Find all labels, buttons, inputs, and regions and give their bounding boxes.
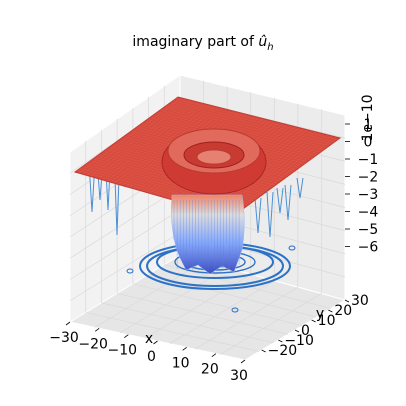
x-tick-label: 0 <box>147 349 156 365</box>
grid-line <box>148 273 317 318</box>
y-tick-label: 20 <box>334 303 352 319</box>
z-tick-label: −2 <box>358 170 379 186</box>
grid-line <box>69 232 181 302</box>
spike <box>276 187 284 214</box>
grid-line <box>69 209 181 280</box>
grid-line <box>69 187 181 259</box>
y-tick-mark <box>278 339 283 343</box>
z-tick-label: 1 <box>364 117 373 133</box>
y-tick-label: −20 <box>268 343 298 359</box>
x-tick-label: 30 <box>230 368 248 384</box>
x-tick-mark <box>240 359 246 364</box>
well-body <box>171 194 245 275</box>
z-tick-label: −3 <box>358 187 379 203</box>
grid-line <box>194 286 299 350</box>
y-tick-mark <box>344 299 350 303</box>
x-tick-mark <box>65 321 71 326</box>
z-offset-text: 1e−10 <box>360 94 376 141</box>
contour-dot <box>126 268 134 274</box>
grid-line <box>101 302 274 344</box>
x-tick-mark <box>211 353 217 357</box>
mesh-line <box>175 98 338 141</box>
chart-title-base: imaginary part of <box>132 34 258 50</box>
contour-dot <box>231 307 239 313</box>
x-tick-label: −10 <box>108 343 138 359</box>
spike <box>284 184 292 221</box>
spike <box>88 161 96 213</box>
mesh-line <box>227 136 337 217</box>
grid-line <box>219 293 322 355</box>
x-axis-label: x <box>145 331 153 347</box>
x-tick-label: −20 <box>78 336 108 352</box>
y-tick-mark <box>311 319 316 323</box>
x-tick-mark <box>124 334 129 338</box>
grid-line <box>132 283 303 327</box>
x-tick-mark <box>153 340 158 345</box>
x-axis-ticks: −30 −20 −10 0 10 20 30 <box>49 321 248 384</box>
x-tick-label: −30 <box>49 330 79 346</box>
x-tick-mark <box>182 347 187 351</box>
z-tick-label: −1 <box>358 152 379 168</box>
y-tick-mark <box>294 329 300 333</box>
y-tick-label: −10 <box>284 333 314 349</box>
mesh-line <box>170 102 332 145</box>
grid-line <box>169 280 275 345</box>
ring-peak <box>161 128 267 195</box>
chart-title-symbol: û <box>258 34 267 50</box>
z-tick-label: −4 <box>358 205 379 221</box>
x-tick-mark <box>94 328 100 332</box>
x-tick-label: 20 <box>201 362 219 378</box>
chart-title-subscript: h <box>267 42 273 53</box>
y-tick-label: 0 <box>301 323 310 339</box>
y-tick-label: 10 <box>318 313 336 329</box>
central-well <box>171 194 245 275</box>
y-tick-mark <box>328 309 333 313</box>
spike <box>296 177 304 199</box>
z-tick-label: −5 <box>358 222 379 238</box>
grid-line <box>94 261 204 328</box>
chart-title: imaginary part of ûh <box>132 34 273 53</box>
mesh-line <box>172 100 335 143</box>
z-axis-ticks: 1 0−1 −2−3 −4−5 −6 <box>345 117 378 256</box>
x-tick-label: 10 <box>172 355 190 371</box>
spike <box>254 197 262 234</box>
mesh-line <box>165 106 327 149</box>
z-tick-label: 0 <box>364 135 373 151</box>
spike <box>266 191 274 238</box>
y-tick-mark <box>261 349 266 353</box>
y-tick-label: 30 <box>351 293 369 309</box>
mesh-line <box>159 109 322 153</box>
mesh-line <box>167 104 330 147</box>
ring-center <box>196 149 232 165</box>
z-tick-label: −6 <box>358 240 379 256</box>
y-axis-label: y <box>316 306 324 322</box>
grid-line <box>85 312 260 352</box>
mesh-line <box>162 108 324 151</box>
grid-line <box>117 292 288 335</box>
contour-dot <box>288 245 296 251</box>
